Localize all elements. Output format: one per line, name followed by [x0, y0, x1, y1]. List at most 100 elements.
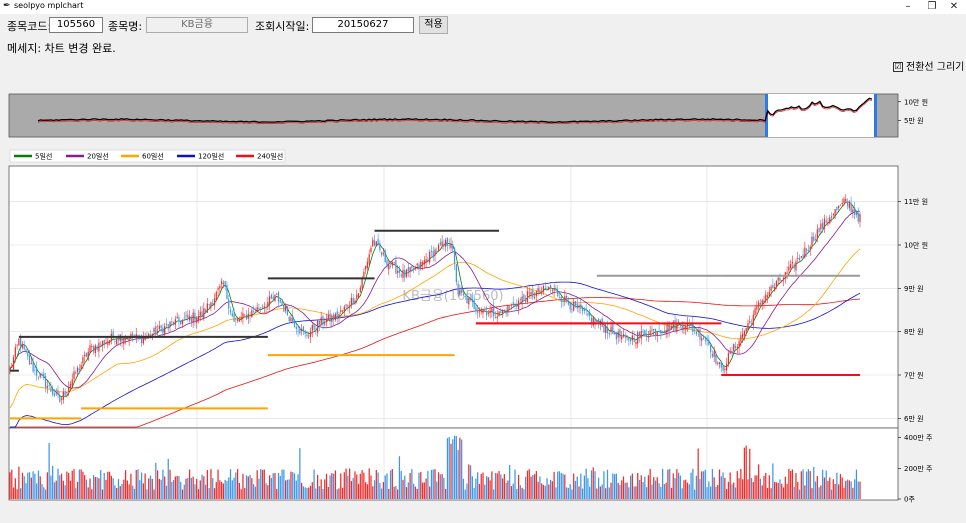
- volume-bar: [132, 485, 134, 499]
- overview-selection[interactable]: [767, 94, 876, 137]
- transition-line-checkbox[interactable]: ☑ 전환선 그리기: [893, 58, 964, 73]
- volume-bar: [373, 480, 376, 499]
- candle-body: [487, 313, 489, 314]
- candle-body: [365, 265, 367, 270]
- overview-right-handle[interactable]: [874, 94, 877, 137]
- code-input[interactable]: 105560: [49, 17, 103, 33]
- price-panel[interactable]: [8, 165, 899, 429]
- volume-bar: [425, 478, 427, 499]
- volume-bar: [267, 485, 269, 499]
- chart-watermark: KB금융(105560): [402, 289, 503, 304]
- candle-body: [372, 239, 374, 247]
- candle-body: [580, 304, 582, 309]
- volume-bar: [553, 471, 555, 499]
- candle-body: [12, 357, 15, 370]
- candle-body: [317, 320, 319, 333]
- candle-body: [727, 353, 730, 364]
- candle-body: [140, 334, 143, 344]
- volume-bar: [357, 483, 360, 499]
- candle-body: [357, 293, 360, 298]
- volume-bar: [731, 484, 733, 499]
- candle-body: [329, 313, 331, 322]
- candle-body: [843, 198, 845, 203]
- volume-bar: [204, 484, 207, 499]
- candle-body: [793, 264, 795, 269]
- candle-body: [464, 295, 466, 297]
- volume-panel[interactable]: [8, 427, 899, 501]
- candle-body: [846, 201, 849, 206]
- volume-bar: [245, 475, 248, 499]
- volume-bar: [363, 472, 365, 499]
- candle-body: [501, 310, 504, 314]
- candle-body: [669, 322, 671, 332]
- candle-body: [183, 317, 185, 319]
- volume-bar: [505, 482, 507, 499]
- close-button[interactable]: ✕: [949, 1, 959, 12]
- candle-body: [453, 247, 456, 264]
- volume-bar: [807, 469, 810, 499]
- candle-body: [590, 317, 593, 324]
- volume-bar: [397, 489, 399, 499]
- volume-bar: [78, 469, 80, 499]
- volume-bar: [555, 487, 557, 499]
- volume-bar: [517, 474, 520, 499]
- volume-bar: [667, 469, 669, 499]
- candle-body: [219, 285, 221, 289]
- candle-body: [533, 297, 536, 298]
- candle-body: [299, 328, 301, 334]
- candle-body: [466, 296, 468, 304]
- volume-bar: [229, 469, 232, 499]
- minimize-button[interactable]: –: [905, 1, 911, 12]
- candle-body: [448, 244, 450, 246]
- candle-body: [541, 291, 543, 294]
- candle-body: [76, 367, 79, 373]
- candle-body: [452, 244, 454, 250]
- overview-panel[interactable]: [8, 93, 899, 138]
- volume-bar: [12, 487, 15, 499]
- volume-bar: [171, 481, 173, 499]
- volume-bar: [832, 479, 834, 499]
- overview-axis: 5만 원 10만 원: [898, 97, 928, 125]
- candle-body: [30, 363, 32, 365]
- candle-body: [823, 218, 826, 229]
- candle-body: [740, 335, 742, 342]
- maximize-button[interactable]: ❐: [927, 1, 937, 12]
- candle-body: [814, 238, 817, 240]
- candle-body: [320, 317, 322, 324]
- candle-body: [685, 326, 687, 329]
- candle-body: [674, 320, 676, 331]
- candle-body: [384, 250, 386, 263]
- volume-bar: [452, 439, 454, 499]
- volume-bar: [530, 476, 532, 499]
- volume-bar: [665, 482, 667, 499]
- candle-body: [158, 325, 160, 330]
- volume-bar: [430, 469, 433, 499]
- candle-body: [829, 217, 831, 224]
- apply-button[interactable]: 적용: [419, 16, 448, 34]
- candle-body: [340, 310, 342, 312]
- candle-body: [441, 241, 443, 246]
- checkbox-check-icon[interactable]: ☑: [893, 62, 903, 72]
- candle-body: [587, 312, 589, 316]
- volume-bar: [217, 469, 219, 499]
- candle-body: [742, 333, 744, 338]
- volume-bar: [258, 478, 260, 499]
- volume-bar: [272, 473, 274, 499]
- volume-bar: [324, 479, 326, 499]
- volume-bar: [526, 470, 529, 499]
- candle-body: [105, 342, 107, 344]
- volume-bar: [379, 482, 381, 499]
- candle-body: [677, 321, 680, 323]
- volume-bar: [839, 474, 842, 499]
- volume-bar: [516, 488, 518, 499]
- candle-body: [75, 372, 77, 374]
- volume-bar: [87, 487, 89, 499]
- candle-body: [356, 294, 358, 299]
- candle-body: [349, 306, 351, 308]
- candle-body: [220, 281, 223, 285]
- volume-bar: [782, 487, 785, 499]
- volume-bar: [727, 481, 730, 499]
- start-date-input[interactable]: 20150627: [312, 17, 414, 33]
- candle-body: [665, 330, 667, 334]
